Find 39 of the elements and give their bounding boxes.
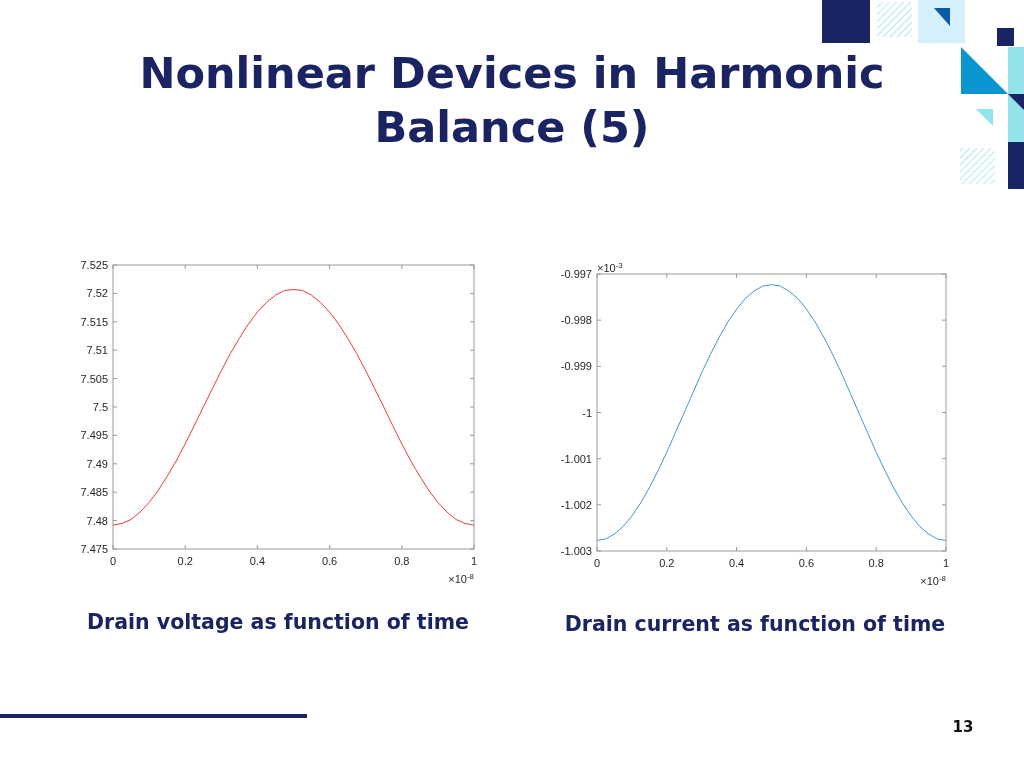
- x-tick-label: 0.4: [728, 557, 745, 569]
- y-tick-label: 7.52: [86, 287, 108, 300]
- text: ×10$^{-8}$: [920, 573, 947, 587]
- y-tick-label: -1: [582, 406, 592, 419]
- text: Drain current as function of time: [564, 612, 946, 636]
- y-tick-label: 7.485: [80, 486, 108, 499]
- y-tick-label: 7.505: [80, 372, 108, 385]
- line-series: [112, 288, 475, 526]
- x-tick-label: 0.8: [394, 555, 410, 567]
- y-tick-label: -1.003: [560, 545, 592, 557]
- x-tick-label: 0.2: [659, 557, 675, 569]
- y-tick-label: 7.495: [80, 429, 108, 442]
- x-tick-label: 0: [593, 557, 601, 569]
- y-tick-label: 7.475: [80, 543, 108, 555]
- text: 13: [952, 718, 974, 736]
- text: Drain voltage as function of time: [87, 610, 469, 634]
- y-tick-label: 7.51: [86, 344, 108, 357]
- y-tick-label: -1.002: [560, 498, 592, 511]
- y-tick-label: -1.001: [560, 452, 592, 465]
- y-tick-label: 7.49: [86, 457, 108, 470]
- y-tick-label: -0.999: [560, 360, 592, 373]
- y-tick-label: 7.525: [80, 259, 108, 271]
- y-tick-label: 7.5: [92, 401, 108, 413]
- x-tick-label: 0.6: [798, 557, 815, 569]
- line-series: [596, 284, 947, 541]
- x-tick-label: 0: [109, 555, 117, 567]
- y-tick-label: -0.997: [560, 268, 592, 280]
- x-tick-label: 0.2: [177, 555, 193, 567]
- y-tick-label: 7.48: [86, 514, 108, 527]
- x-tick-label: 0.8: [868, 557, 884, 569]
- text: ×10$^{-3}$: [597, 260, 624, 274]
- text: Nonlinear Devices in Harmonic Balance (5): [139, 48, 885, 152]
- y-tick-label: -0.998: [560, 314, 592, 327]
- x-tick-label: 0.4: [249, 555, 266, 567]
- y-tick-label: 7.515: [80, 315, 108, 328]
- x-tick-label: 0.6: [321, 555, 338, 567]
- x-tick-label: 1: [470, 555, 478, 567]
- text: ×10$^{-8}$: [448, 571, 475, 585]
- x-tick-label: 1: [942, 557, 950, 569]
